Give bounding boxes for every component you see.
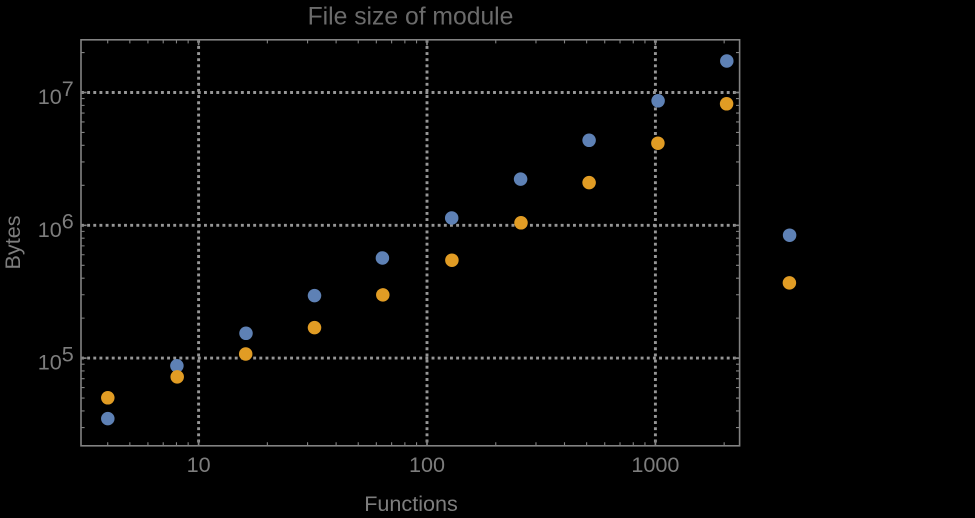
svg-text:Bytes: Bytes [0, 215, 25, 269]
svg-text:File size of module: File size of module [308, 4, 514, 31]
svg-text:10: 10 [187, 452, 211, 477]
svg-text:1000: 1000 [631, 452, 679, 477]
svg-text:Functions: Functions [364, 491, 458, 513]
svg-text:100: 100 [409, 452, 445, 477]
